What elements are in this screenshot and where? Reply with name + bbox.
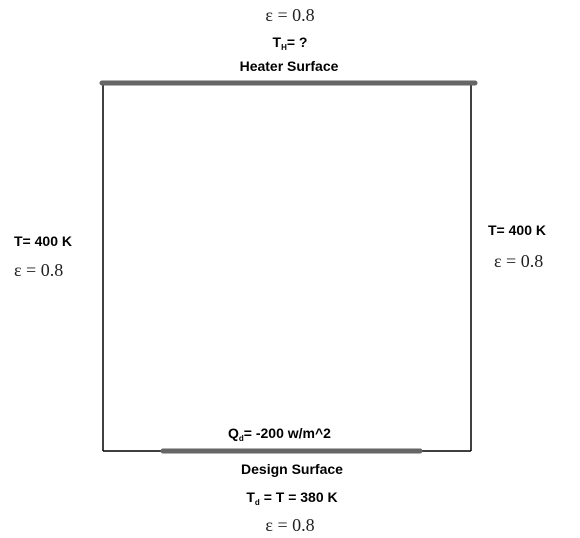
- design-label: Design Surface: [241, 461, 343, 477]
- design-emissivity: ε = 0.8: [265, 515, 314, 535]
- heater-label: Heater Surface: [240, 58, 339, 74]
- left-temperature: T= 400 K: [14, 233, 72, 249]
- symbol: T: [246, 489, 255, 505]
- value: = -200 w/m^2: [244, 425, 331, 441]
- design-temperature: Td = T = 380 K: [246, 489, 337, 507]
- right-temperature: T= 400 K: [488, 222, 546, 238]
- subscript: d: [239, 434, 244, 443]
- symbol: Q: [228, 425, 239, 441]
- right-emissivity: ε = 0.8: [494, 251, 543, 271]
- subscript: H: [281, 43, 287, 52]
- heater-emissivity: ε = 0.8: [265, 5, 314, 25]
- subscript: d: [255, 498, 260, 507]
- symbol: T: [273, 34, 282, 50]
- left-emissivity: ε = 0.8: [14, 260, 63, 280]
- design-heat-flux: Qd= -200 w/m^2: [228, 425, 331, 443]
- value: = T = 380 K: [260, 489, 338, 505]
- value: = ?: [287, 34, 308, 50]
- heater-temperature: TH= ?: [273, 34, 308, 52]
